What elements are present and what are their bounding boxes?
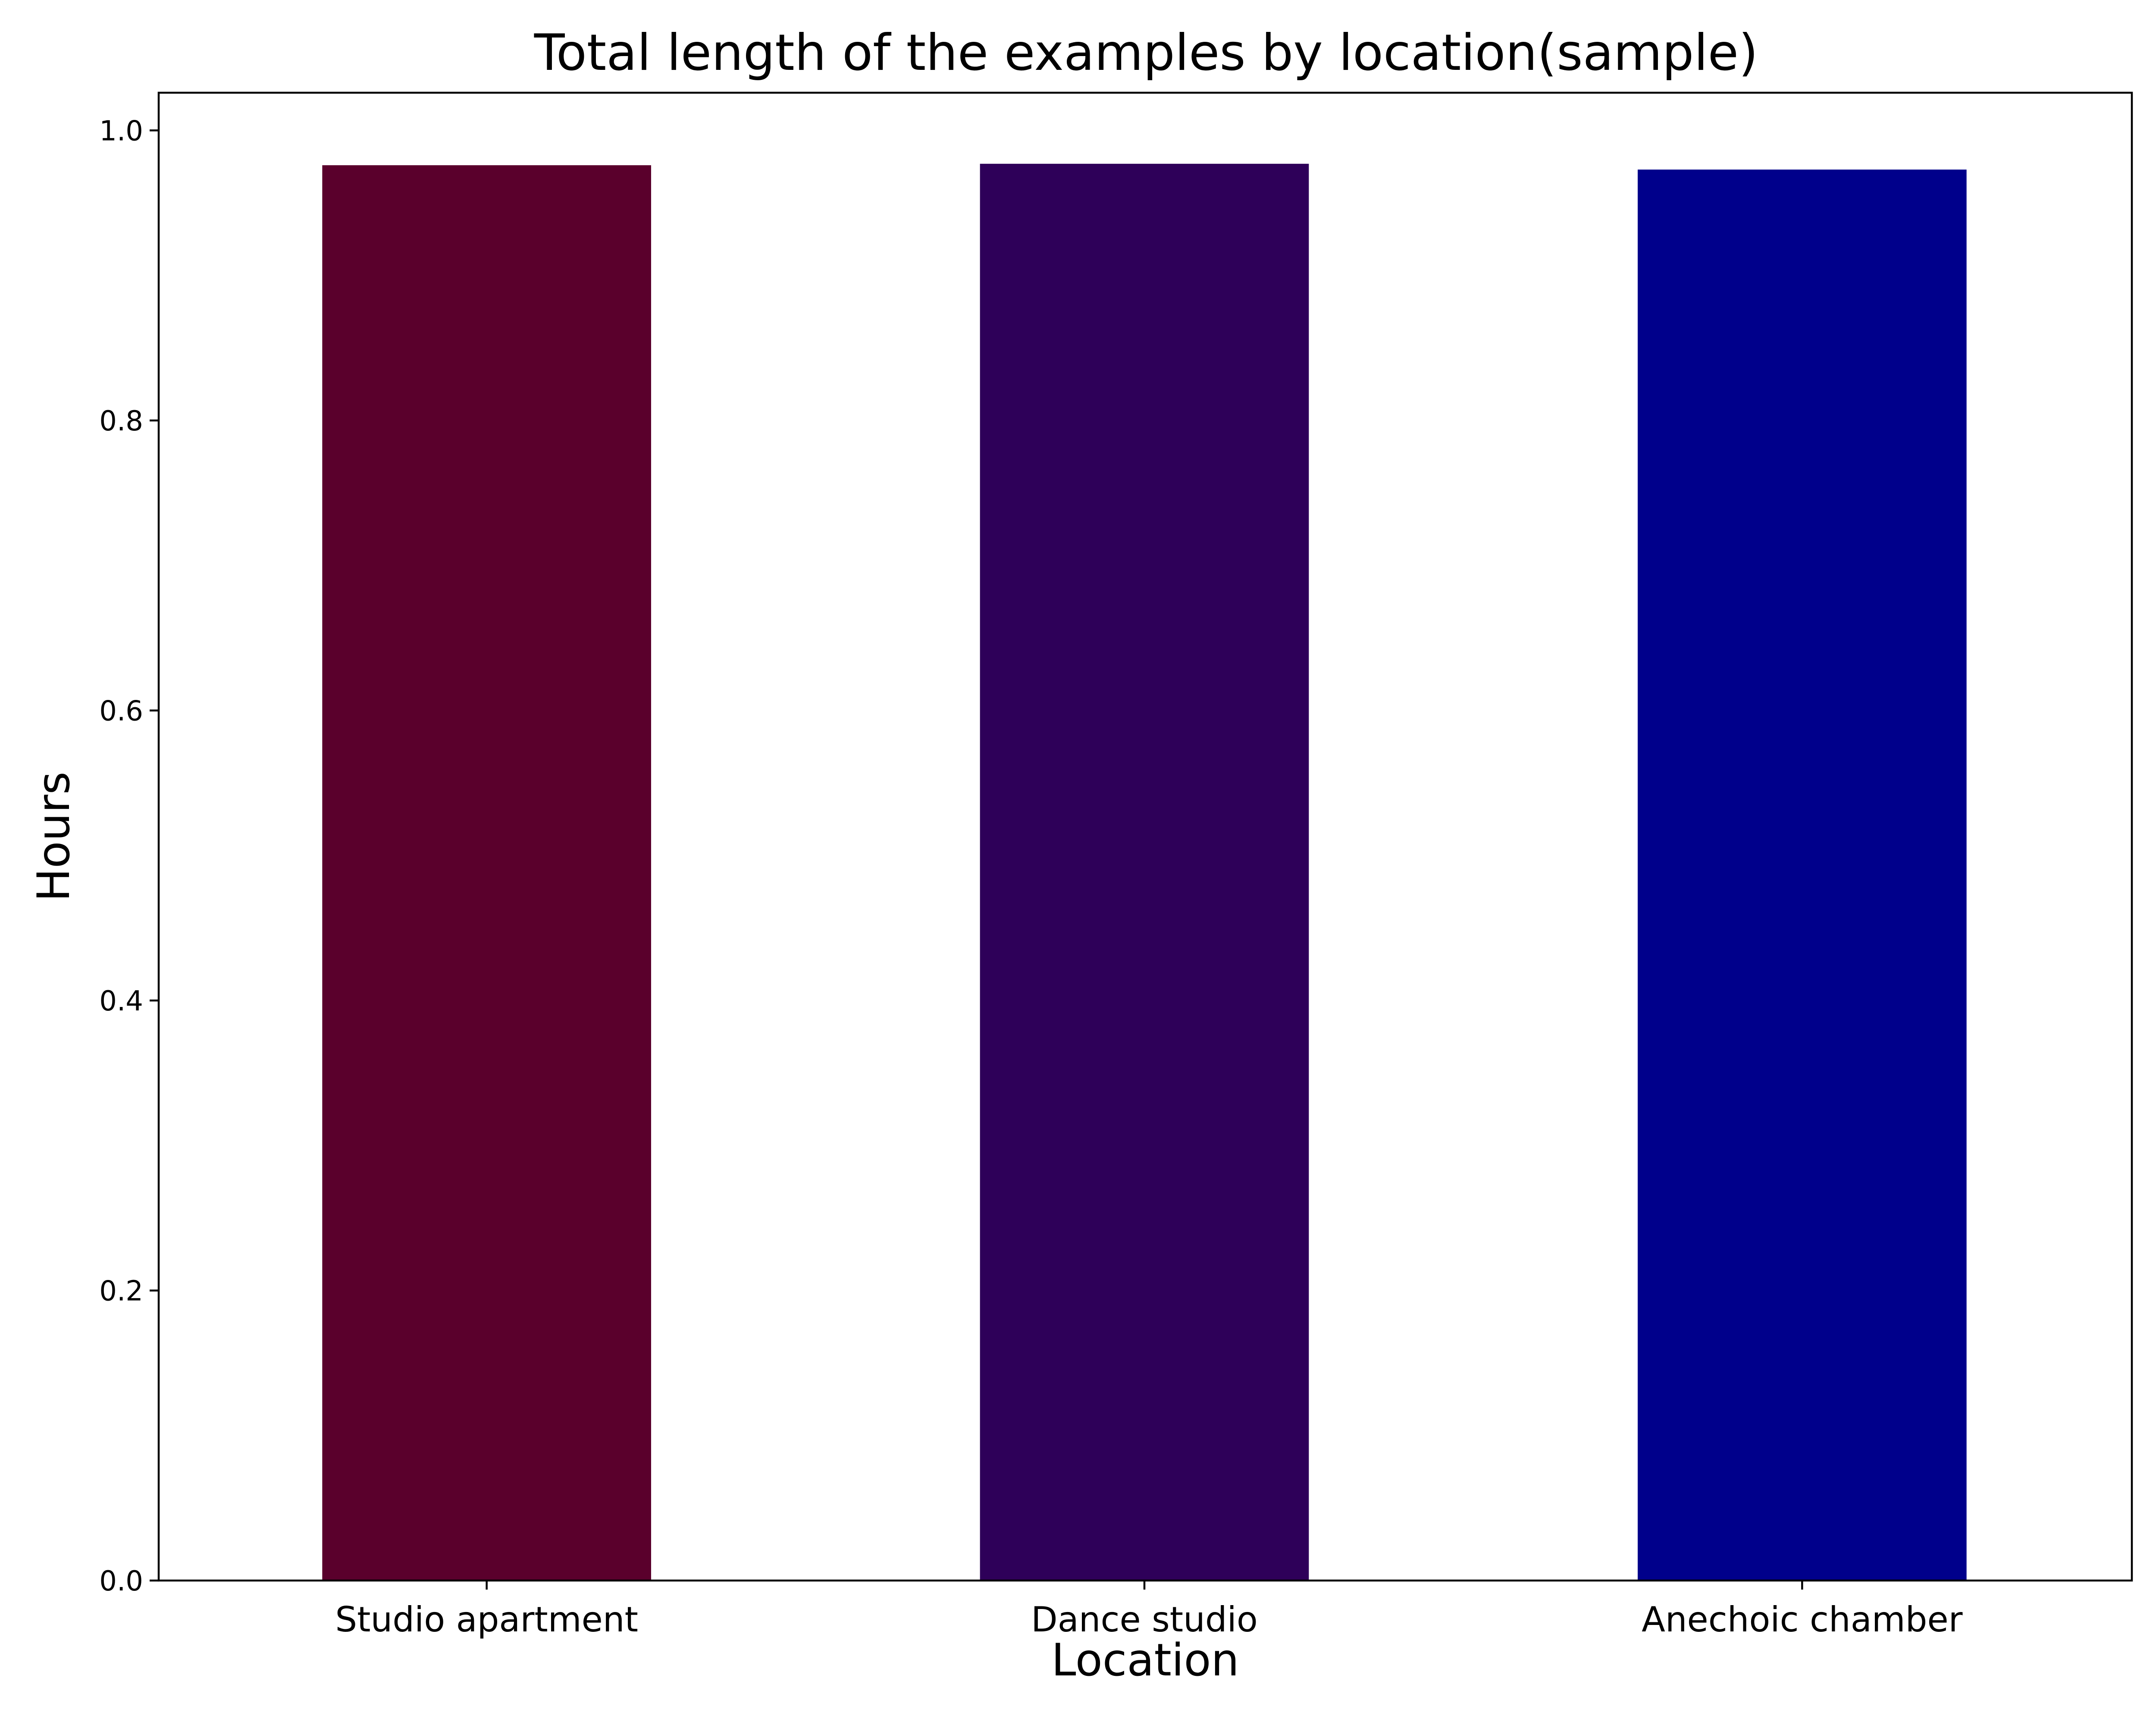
y-axis: 0.0 0.2 0.4 0.6 0.8 1.0 [99,115,159,1597]
y-tick-label: 1.0 [99,115,143,147]
y-tick-label: 0.0 [99,1565,143,1597]
x-tick-label: Studio apartment [335,1600,638,1640]
y-tick-label: 0.6 [99,695,143,727]
y-tick-label: 0.2 [99,1275,143,1307]
y-tick-label: 0.4 [99,985,143,1017]
bar-studio-apartment [322,165,651,1581]
chart-title: Total length of the examples by location… [534,24,1758,82]
x-axis: Studio apartment Dance studio Anechoic cha… [335,1581,1963,1640]
bar-anechoic-chamber [1638,169,1967,1581]
y-tick-label: 0.8 [99,405,143,437]
x-tick-label: Dance studio [1031,1600,1258,1640]
x-tick-label: Anechoic chamber [1642,1600,1963,1640]
x-axis-label: Location [1051,1634,1239,1686]
bar-dance-studio [980,163,1309,1581]
y-axis-label: Hours [28,772,80,902]
bars-group [322,163,1967,1581]
